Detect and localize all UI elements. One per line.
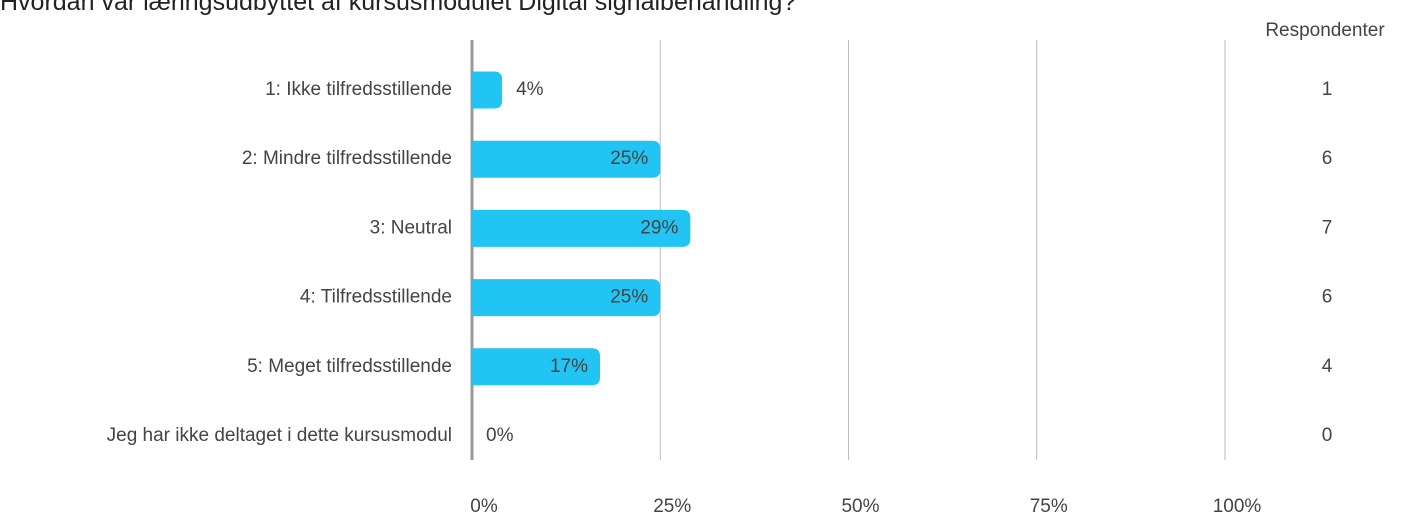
x-tick-label: 100% (1213, 496, 1262, 517)
y-tick-label: 5: Meget tilfredsstillende (247, 356, 452, 377)
respondent-count: 0 (1322, 425, 1333, 446)
x-tick-label: 75% (1030, 496, 1068, 517)
respondent-count: 1 (1322, 79, 1333, 100)
respondent-count: 6 (1322, 287, 1333, 308)
x-tick-label: 25% (653, 496, 691, 517)
respondent-count: 6 (1322, 148, 1333, 169)
x-tick-label: 50% (841, 496, 879, 517)
value-label: 4% (516, 79, 544, 100)
y-tick-label: 2: Mindre tilfredsstillende (242, 148, 452, 169)
bar (472, 71, 503, 109)
bar (472, 140, 661, 178)
x-tick-label: 0% (470, 496, 498, 517)
respondents-header: Respondenter (1265, 20, 1385, 41)
y-tick-label: 3: Neutral (370, 217, 452, 238)
value-label: 25% (610, 287, 648, 308)
y-tick-label: 1: Ikke tilfredsstillende (265, 79, 452, 100)
respondent-count: 7 (1322, 217, 1333, 238)
value-label: 29% (640, 217, 678, 238)
value-label: 25% (610, 148, 648, 169)
value-label: 17% (550, 356, 588, 377)
value-label: 0% (486, 425, 514, 446)
bar (472, 348, 601, 386)
chart-title: Hvordan var læringsudbyttet af kursusmod… (0, 0, 796, 16)
respondent-count: 4 (1322, 356, 1333, 377)
y-tick-label: 4: Tilfredsstillende (300, 287, 452, 308)
bar (472, 279, 661, 317)
y-tick-label: Jeg har ikke deltaget i dette kursusmodu… (107, 425, 452, 446)
bar (472, 209, 691, 247)
